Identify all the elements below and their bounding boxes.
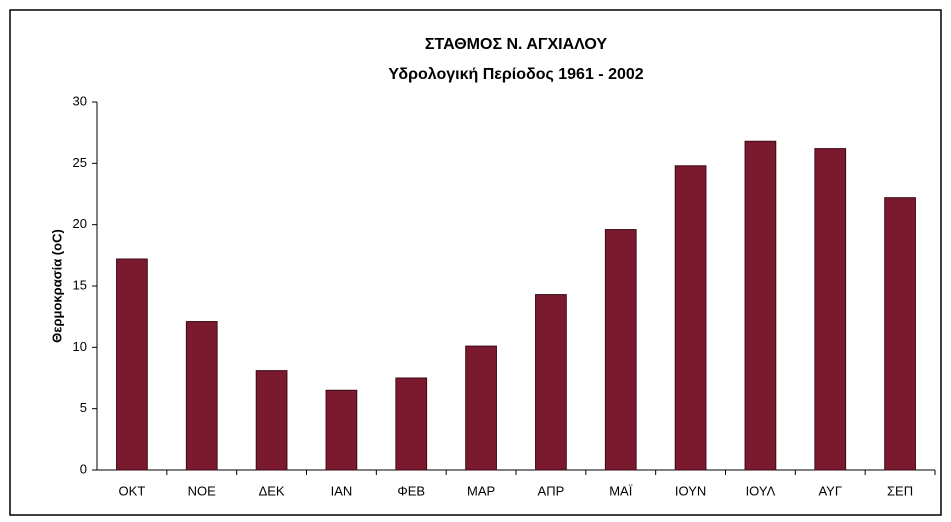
bar bbox=[395, 377, 428, 471]
y-tick-label: 20 bbox=[73, 216, 87, 231]
bar bbox=[814, 148, 847, 471]
y-tick-label: 0 bbox=[80, 461, 87, 476]
x-tick-label: ΑΥΓ bbox=[818, 483, 842, 498]
x-tick-label: ΣΕΠ bbox=[887, 483, 913, 498]
bar bbox=[744, 140, 777, 471]
bar bbox=[884, 197, 916, 471]
bar bbox=[255, 370, 288, 471]
bar bbox=[674, 165, 707, 471]
bar bbox=[465, 345, 497, 471]
y-tick-label: 30 bbox=[73, 93, 87, 108]
x-tick-label: ΔΕΚ bbox=[259, 483, 285, 498]
x-tick-label: ΙΑΝ bbox=[331, 483, 353, 498]
chart-subtitle: Υδρολογική Περίοδος 1961 - 2002 bbox=[388, 66, 643, 83]
y-tick-label: 15 bbox=[73, 277, 87, 292]
bar bbox=[185, 321, 218, 471]
x-tick-label: ΜΑΪ bbox=[609, 483, 633, 498]
x-tick-label: ΦΕΒ bbox=[397, 483, 425, 498]
x-tick-label: ΑΠΡ bbox=[538, 483, 565, 498]
bar bbox=[325, 389, 358, 471]
x-tick-label: ΝΟΕ bbox=[188, 483, 217, 498]
bar bbox=[604, 229, 637, 471]
x-tick-label: ΙΟΥΛ bbox=[746, 483, 776, 498]
x-tick-label: ΙΟΥΝ bbox=[675, 483, 706, 498]
x-tick-label: ΟΚΤ bbox=[119, 483, 146, 498]
y-axis-label: Θερμοκρασία (oC) bbox=[49, 229, 64, 343]
y-tick-label: 5 bbox=[80, 400, 87, 415]
bar bbox=[116, 258, 148, 471]
y-tick-label: 10 bbox=[73, 339, 87, 354]
x-tick-label: ΜΑΡ bbox=[467, 483, 495, 498]
y-tick-label: 25 bbox=[73, 155, 87, 170]
bar bbox=[535, 294, 567, 471]
chart-title: ΣΤΑΘΜΟΣ Ν. ΑΓΧΙΑΛΟΥ bbox=[425, 36, 608, 53]
